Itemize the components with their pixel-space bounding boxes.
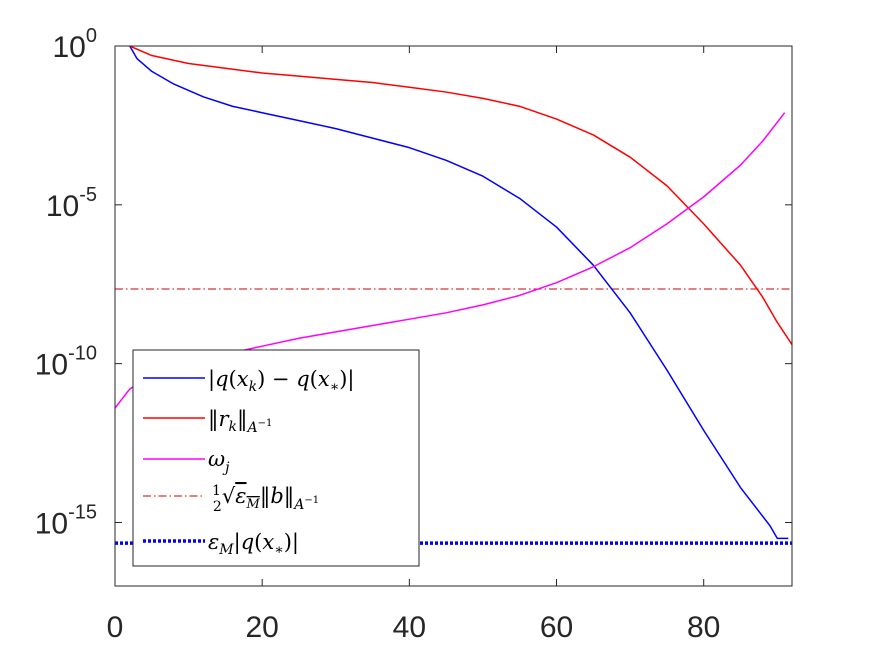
axes-box [114, 45, 793, 587]
y-tick-label: 10-10 [35, 343, 97, 382]
y-tick-label: 10-5 [46, 184, 97, 223]
series-residual-norm [129, 46, 792, 346]
legend-label-omega: ωj [208, 447, 230, 476]
y-tick-label: 100 [53, 25, 98, 64]
x-tick-label: 20 [245, 611, 278, 644]
x-tick-label: 40 [393, 611, 426, 644]
series-q-error [129, 46, 789, 540]
legend: |q(xk) − q(x∗)| ‖rk‖A−1 ωj 1 2√εM‖b‖A−1 ε… [132, 349, 420, 567]
x-tick-label: 60 [540, 611, 573, 644]
x-tick-label: 0 [107, 611, 124, 644]
y-tick-label: 10-15 [35, 501, 97, 540]
x-tick-label: 80 [687, 611, 720, 644]
legend-box [132, 349, 420, 567]
axes: 0 20 40 60 80 100 10-5 10-10 10-15 [35, 25, 793, 644]
